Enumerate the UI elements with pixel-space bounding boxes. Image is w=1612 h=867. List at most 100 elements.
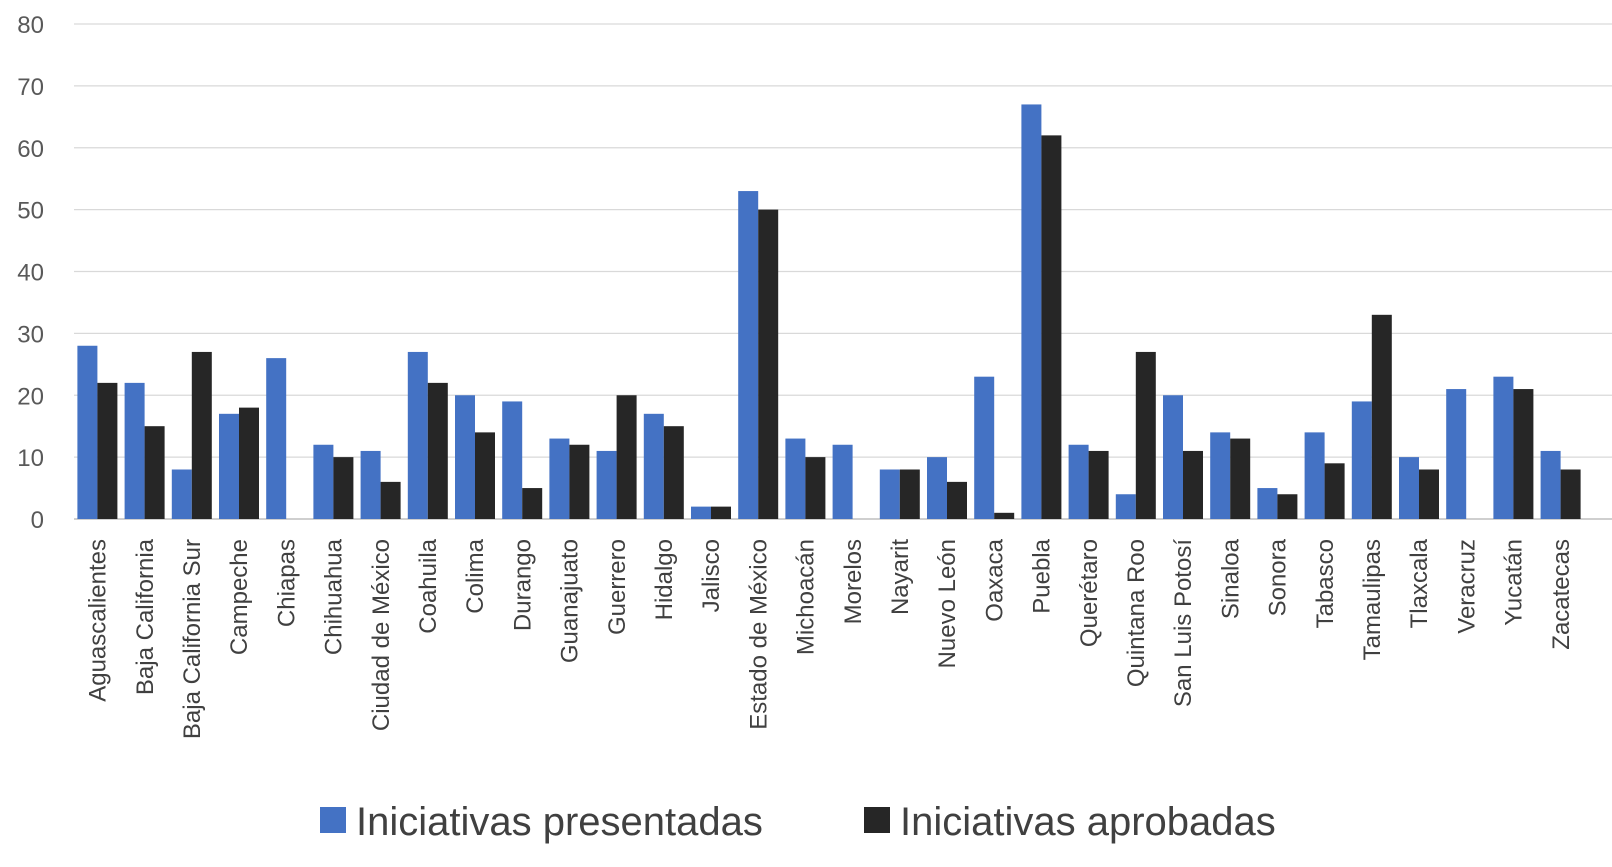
- bar-presentadas: [502, 401, 523, 519]
- bar-aprobadas: [144, 426, 165, 519]
- x-category-label: Baja California Sur: [179, 539, 206, 739]
- bar-presentadas: [313, 444, 334, 519]
- legend-swatch-aprobadas: [864, 807, 890, 833]
- bar-presentadas: [549, 438, 570, 519]
- x-category-label: Nayarit: [887, 539, 914, 615]
- bar-aprobadas: [1371, 314, 1392, 519]
- x-category-label: Chiapas: [273, 539, 300, 627]
- legend-swatch-presentadas: [320, 807, 346, 833]
- x-category-label: Zacatecas: [1548, 539, 1575, 650]
- bar-aprobadas: [475, 432, 495, 519]
- bar-presentadas: [1351, 401, 1372, 519]
- bar-aprobadas: [191, 351, 212, 519]
- x-category-label: Estado de México: [745, 539, 772, 730]
- y-tick-label: 20: [17, 383, 44, 410]
- bar-aprobadas: [1277, 494, 1298, 519]
- bar-aprobadas: [616, 395, 637, 519]
- bar-presentadas: [360, 450, 381, 519]
- x-category-label: Tamaulipas: [1359, 539, 1386, 660]
- x-category-label: San Luis Potosí: [1170, 539, 1197, 707]
- x-category-label: Ciudad de México: [368, 539, 395, 731]
- y-tick-label: 10: [17, 445, 44, 472]
- bar-presentadas: [1304, 432, 1325, 519]
- bar-aprobadas: [663, 426, 684, 519]
- x-category-label: Morelos: [840, 539, 867, 624]
- bar-presentadas: [738, 191, 759, 519]
- x-category-label: Tlaxcala: [1406, 538, 1433, 628]
- x-category-label: Guanajuato: [557, 539, 584, 663]
- bar-aprobadas: [1230, 438, 1251, 519]
- bar-presentadas: [1257, 488, 1278, 519]
- bar-presentadas: [1115, 494, 1136, 519]
- y-tick-label: 80: [17, 12, 44, 39]
- bar-presentadas: [266, 358, 287, 519]
- x-category-label: Campeche: [226, 539, 253, 655]
- bar-presentadas: [1399, 457, 1419, 519]
- x-category-label: Quintana Roo: [1123, 539, 1150, 687]
- x-category-label: Baja California: [132, 538, 159, 695]
- x-category-label: Coahuila: [415, 538, 442, 633]
- bar-presentadas: [832, 444, 853, 519]
- x-category-label: Sonora: [1265, 538, 1292, 616]
- x-category-label: Tabasco: [1312, 539, 1339, 628]
- bar-presentadas: [455, 395, 475, 519]
- x-category-label: Oaxaca: [981, 538, 1008, 621]
- x-category-label: Hidalgo: [651, 539, 678, 620]
- bar-aprobadas: [947, 481, 967, 519]
- bar-presentadas: [1540, 450, 1561, 519]
- bar-aprobadas: [1324, 463, 1345, 519]
- y-tick-label: 30: [17, 321, 44, 348]
- bar-aprobadas: [380, 481, 401, 519]
- bar-presentadas: [1163, 395, 1183, 519]
- bar-presentadas: [1210, 432, 1231, 519]
- bar-presentadas: [974, 376, 995, 519]
- bar-presentadas: [1021, 104, 1042, 519]
- bar-aprobadas: [1419, 469, 1439, 519]
- x-category-label: Michoacán: [793, 539, 820, 655]
- bar-presentadas: [785, 438, 806, 519]
- bar-presentadas: [643, 413, 664, 519]
- x-category-label: Colima: [462, 538, 489, 613]
- bar-aprobadas: [522, 488, 543, 519]
- bar-presentadas: [691, 506, 711, 519]
- x-category-label: Yucatán: [1501, 539, 1528, 626]
- x-category-label: Chihuahua: [321, 538, 348, 655]
- y-axis-tick-labels: 0 10 20 30 40 50 60 70 80: [17, 12, 44, 534]
- x-category-label: Jalisco: [698, 539, 725, 612]
- bar-aprobadas: [1135, 351, 1156, 519]
- y-tick-label: 50: [17, 198, 44, 225]
- legend-label-presentadas: Iniciativas presentadas: [356, 800, 763, 844]
- x-category-label: Puebla: [1029, 538, 1056, 613]
- bar-presentadas: [879, 469, 900, 519]
- bar-aprobadas: [1088, 450, 1109, 519]
- bar-presentadas: [124, 382, 145, 519]
- x-axis-category-labels: Aguascalientes Baja California Baja Califo…: [85, 538, 1575, 739]
- bar-aprobadas: [994, 512, 1015, 519]
- bar-presentadas: [927, 457, 947, 519]
- y-tick-label: 70: [17, 74, 44, 101]
- y-tick-label: 0: [31, 507, 44, 534]
- bar-presentadas: [219, 413, 239, 519]
- x-category-label: Veracruz: [1453, 539, 1480, 634]
- y-tick-label: 40: [17, 260, 44, 287]
- bar-presentadas: [171, 469, 192, 519]
- bar-aprobadas: [899, 469, 920, 519]
- bar-presentadas: [596, 450, 617, 519]
- x-category-label: Querétaro: [1076, 539, 1103, 647]
- x-category-label: Guerrero: [604, 539, 631, 635]
- x-category-label: Durango: [509, 539, 536, 631]
- bar-aprobadas: [805, 457, 826, 519]
- x-category-label: Nuevo León: [934, 539, 961, 668]
- bar-aprobadas: [1183, 450, 1203, 519]
- bar-aprobadas: [333, 457, 354, 519]
- bar-presentadas: [407, 351, 428, 519]
- bar-presentadas: [1493, 376, 1514, 519]
- bar-presentadas: [77, 345, 98, 519]
- bar-aprobadas: [97, 382, 118, 519]
- bar-aprobadas: [758, 209, 779, 519]
- bar-aprobadas: [1041, 135, 1062, 519]
- bar-aprobadas: [711, 506, 731, 519]
- bar-aprobadas: [569, 444, 590, 519]
- bar-presentadas: [1446, 389, 1467, 519]
- bar-aprobadas: [1560, 469, 1581, 519]
